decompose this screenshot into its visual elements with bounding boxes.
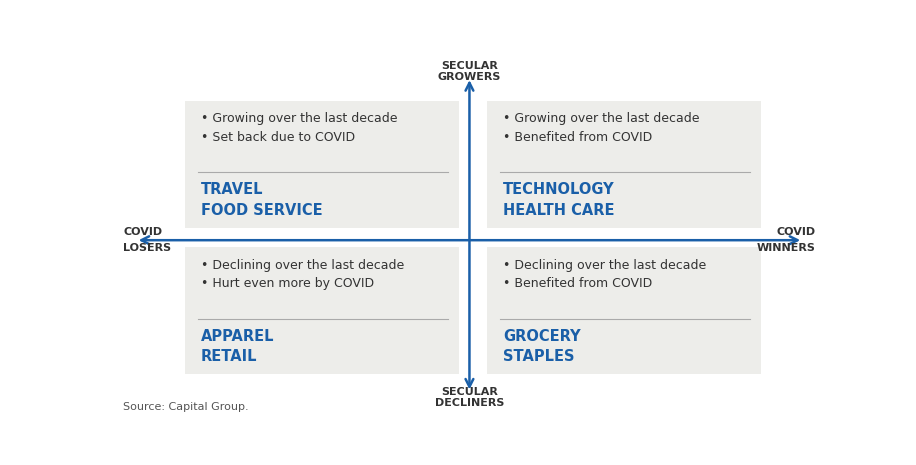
Text: WINNERS: WINNERS xyxy=(757,243,816,253)
Text: SECULAR: SECULAR xyxy=(441,387,498,397)
Text: STAPLES: STAPLES xyxy=(503,349,574,365)
Text: • Set back due to COVID: • Set back due to COVID xyxy=(202,131,355,144)
FancyBboxPatch shape xyxy=(487,247,760,374)
FancyBboxPatch shape xyxy=(185,247,459,374)
Text: GROWERS: GROWERS xyxy=(438,72,501,82)
Text: SECULAR: SECULAR xyxy=(441,61,498,71)
Text: COVID: COVID xyxy=(777,227,816,237)
Text: RETAIL: RETAIL xyxy=(202,349,257,365)
Text: GROCERY: GROCERY xyxy=(503,329,581,344)
Text: • Benefited from COVID: • Benefited from COVID xyxy=(503,131,652,144)
Text: Source: Capital Group.: Source: Capital Group. xyxy=(123,402,248,412)
Text: TECHNOLOGY: TECHNOLOGY xyxy=(503,182,615,197)
Text: HEALTH CARE: HEALTH CARE xyxy=(503,203,615,218)
Text: LOSERS: LOSERS xyxy=(123,243,171,253)
Text: • Growing over the last decade: • Growing over the last decade xyxy=(202,112,398,125)
Text: APPAREL: APPAREL xyxy=(202,329,275,344)
Text: TRAVEL: TRAVEL xyxy=(202,182,264,197)
Text: • Growing over the last decade: • Growing over the last decade xyxy=(503,112,699,125)
Text: • Benefited from COVID: • Benefited from COVID xyxy=(503,278,652,291)
Text: FOOD SERVICE: FOOD SERVICE xyxy=(202,203,322,218)
Text: DECLINERS: DECLINERS xyxy=(435,398,504,408)
FancyBboxPatch shape xyxy=(487,100,760,228)
FancyBboxPatch shape xyxy=(185,100,459,228)
Text: COVID: COVID xyxy=(123,227,162,237)
Text: • Hurt even more by COVID: • Hurt even more by COVID xyxy=(202,278,375,291)
Text: • Declining over the last decade: • Declining over the last decade xyxy=(202,259,404,272)
Text: • Declining over the last decade: • Declining over the last decade xyxy=(503,259,706,272)
